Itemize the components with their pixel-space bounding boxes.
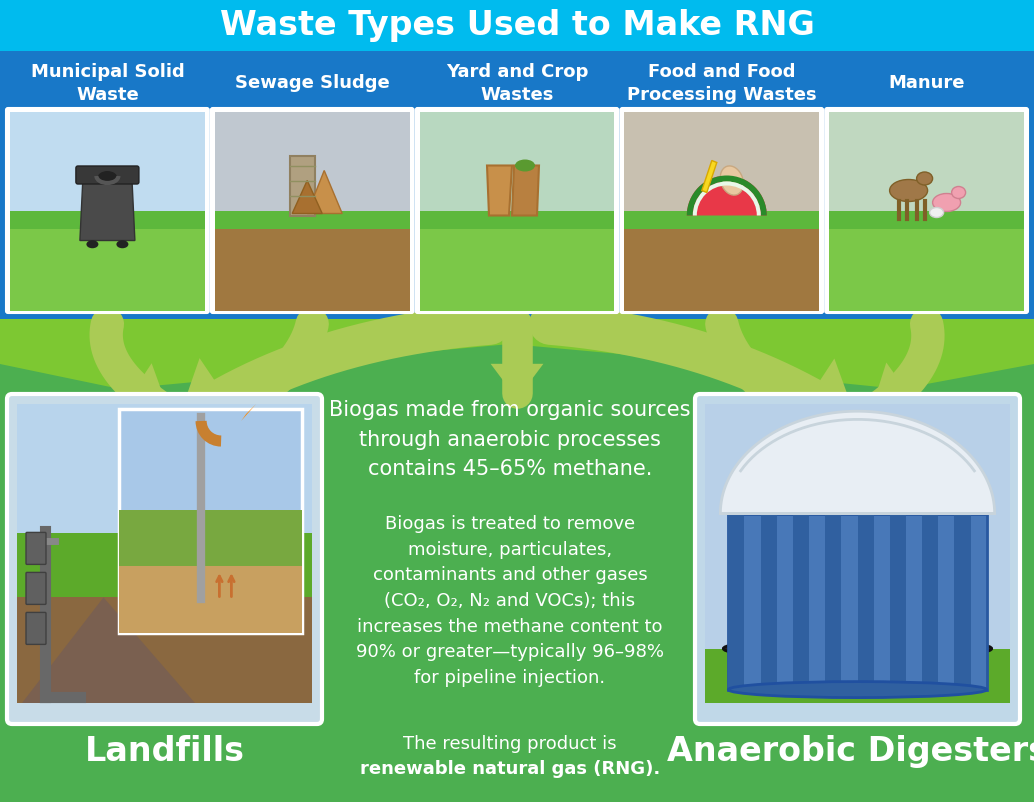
Ellipse shape (724, 638, 992, 660)
Polygon shape (870, 363, 924, 415)
Polygon shape (512, 166, 539, 217)
FancyBboxPatch shape (420, 215, 614, 312)
Text: Biogas made from organic sources
through anaerobic processes
contains 45–65% met: Biogas made from organic sources through… (329, 399, 691, 479)
Polygon shape (721, 411, 995, 514)
Text: Sewage Sludge: Sewage Sludge (235, 75, 390, 92)
FancyBboxPatch shape (625, 211, 819, 229)
Ellipse shape (930, 209, 944, 218)
FancyBboxPatch shape (119, 410, 302, 634)
FancyBboxPatch shape (829, 215, 1024, 312)
Ellipse shape (728, 682, 986, 698)
FancyBboxPatch shape (0, 52, 1034, 320)
FancyBboxPatch shape (7, 395, 322, 724)
FancyBboxPatch shape (625, 113, 819, 217)
Text: Yard and Crop
Wastes: Yard and Crop Wastes (446, 63, 588, 103)
FancyBboxPatch shape (954, 514, 971, 690)
Polygon shape (116, 364, 170, 418)
FancyBboxPatch shape (695, 395, 1020, 724)
FancyBboxPatch shape (215, 211, 409, 229)
FancyBboxPatch shape (761, 514, 777, 690)
FancyBboxPatch shape (829, 211, 1024, 229)
FancyBboxPatch shape (291, 156, 315, 217)
FancyBboxPatch shape (215, 113, 409, 217)
FancyBboxPatch shape (705, 404, 1010, 692)
Ellipse shape (889, 180, 927, 202)
FancyBboxPatch shape (825, 109, 1028, 314)
FancyBboxPatch shape (793, 514, 809, 690)
Text: renewable natural gas (RNG).: renewable natural gas (RNG). (360, 759, 660, 777)
FancyBboxPatch shape (922, 514, 938, 690)
Polygon shape (307, 172, 342, 214)
FancyBboxPatch shape (0, 0, 1034, 52)
Ellipse shape (515, 160, 535, 172)
Ellipse shape (916, 172, 933, 186)
FancyBboxPatch shape (890, 514, 906, 690)
FancyBboxPatch shape (119, 510, 302, 566)
FancyBboxPatch shape (420, 113, 614, 217)
Text: Biogas is treated to remove
moisture, particulates,
contaminants and other gases: Biogas is treated to remove moisture, pa… (356, 514, 664, 687)
Polygon shape (175, 358, 250, 433)
FancyBboxPatch shape (10, 215, 205, 312)
Polygon shape (0, 320, 1034, 390)
Ellipse shape (951, 187, 966, 199)
FancyBboxPatch shape (211, 109, 414, 314)
Text: Food and Food
Processing Wastes: Food and Food Processing Wastes (627, 63, 817, 103)
Polygon shape (80, 179, 134, 241)
FancyBboxPatch shape (829, 113, 1024, 217)
FancyBboxPatch shape (625, 215, 819, 312)
FancyBboxPatch shape (728, 514, 986, 690)
FancyBboxPatch shape (10, 211, 205, 229)
FancyBboxPatch shape (825, 514, 842, 690)
FancyBboxPatch shape (416, 109, 618, 314)
FancyBboxPatch shape (728, 514, 744, 690)
Text: Manure: Manure (888, 75, 965, 92)
Text: Municipal Solid
Waste: Municipal Solid Waste (31, 63, 184, 103)
Polygon shape (293, 181, 323, 214)
Ellipse shape (721, 167, 743, 196)
Wedge shape (687, 176, 767, 217)
FancyBboxPatch shape (857, 514, 874, 690)
FancyBboxPatch shape (10, 113, 205, 217)
Polygon shape (490, 364, 544, 399)
Ellipse shape (117, 241, 128, 249)
Text: The resulting product is: The resulting product is (403, 734, 617, 752)
FancyBboxPatch shape (17, 404, 312, 539)
Text: Waste Types Used to Make RNG: Waste Types Used to Make RNG (219, 10, 815, 43)
FancyBboxPatch shape (17, 534, 312, 597)
Wedge shape (693, 182, 761, 217)
Polygon shape (702, 161, 717, 193)
FancyBboxPatch shape (0, 320, 1034, 802)
Polygon shape (747, 363, 800, 417)
FancyBboxPatch shape (26, 613, 45, 645)
Polygon shape (22, 597, 195, 703)
Ellipse shape (87, 241, 98, 249)
Ellipse shape (97, 172, 118, 186)
FancyBboxPatch shape (26, 533, 45, 565)
Ellipse shape (933, 194, 961, 213)
FancyBboxPatch shape (620, 109, 823, 314)
FancyBboxPatch shape (75, 167, 139, 184)
FancyBboxPatch shape (26, 573, 45, 605)
FancyBboxPatch shape (420, 211, 614, 229)
FancyBboxPatch shape (17, 597, 312, 703)
Polygon shape (785, 359, 860, 435)
Polygon shape (230, 364, 284, 418)
FancyBboxPatch shape (705, 649, 1010, 703)
FancyBboxPatch shape (215, 215, 409, 312)
FancyBboxPatch shape (6, 109, 209, 314)
Text: Anaerobic Digesters: Anaerobic Digesters (667, 735, 1034, 768)
Polygon shape (487, 166, 512, 217)
Text: Landfills: Landfills (85, 735, 244, 768)
FancyBboxPatch shape (119, 566, 302, 634)
Wedge shape (687, 176, 767, 217)
Polygon shape (241, 404, 256, 422)
